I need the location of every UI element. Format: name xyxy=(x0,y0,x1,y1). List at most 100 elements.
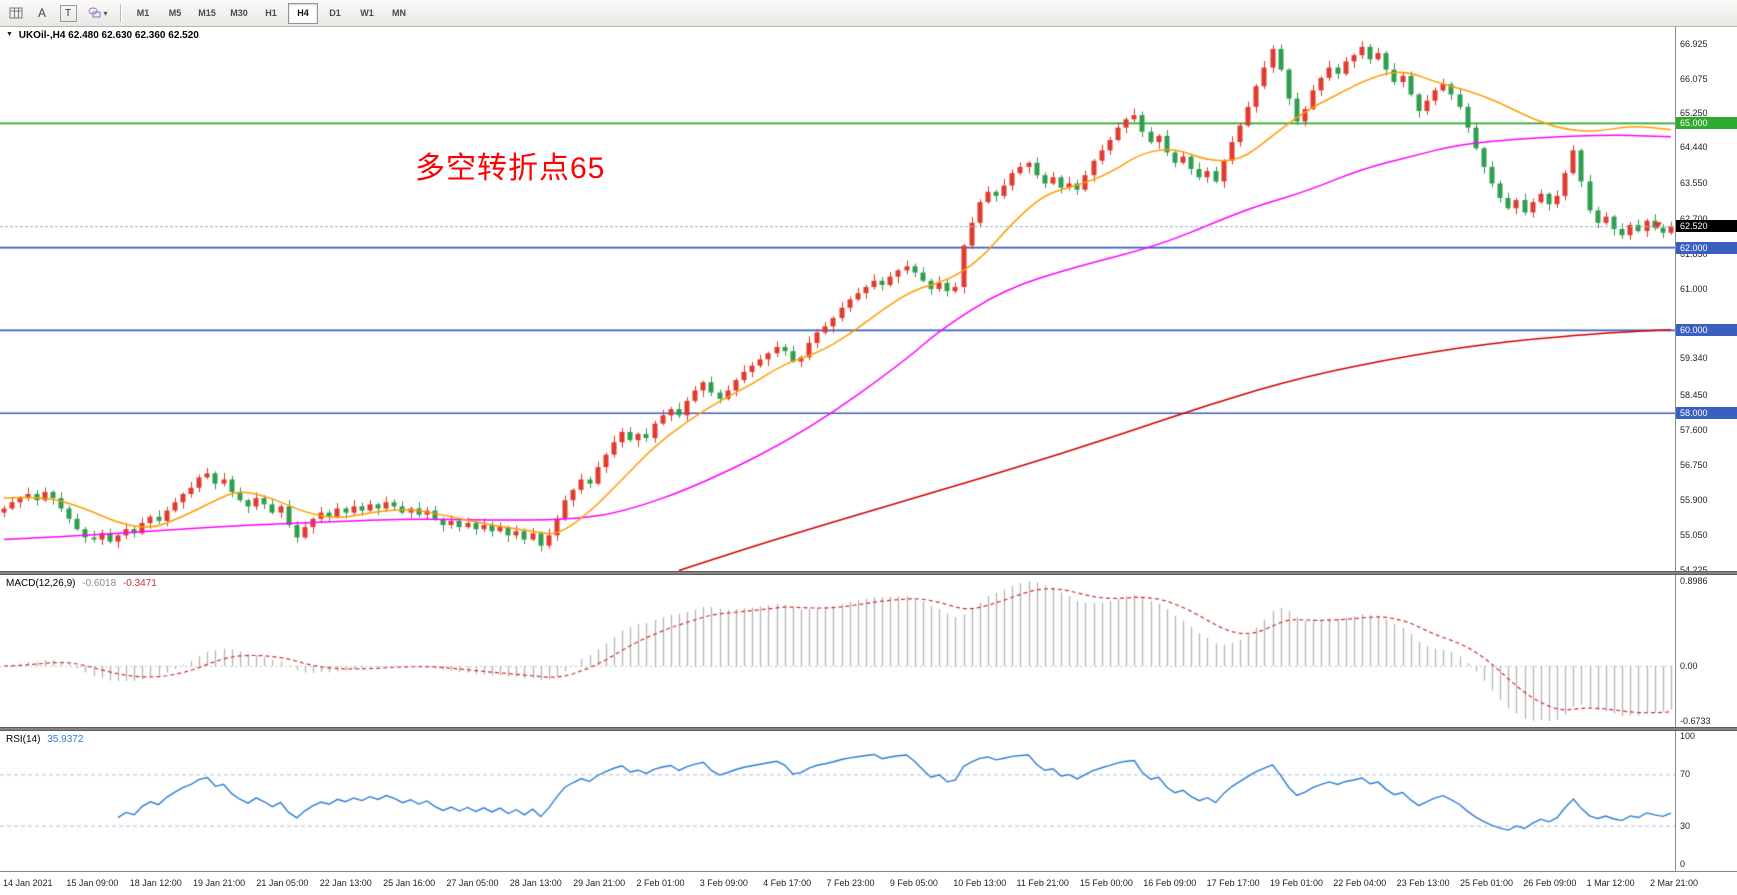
time-axis-label: 2 Mar 21:00 xyxy=(1650,878,1699,888)
current-price-badge: 62.520 xyxy=(1676,220,1737,233)
toolbar-separator xyxy=(120,4,122,22)
price-axis-label: 57.600 xyxy=(1680,424,1708,435)
time-axis-label: 19 Feb 01:00 xyxy=(1269,878,1323,888)
toolbar: A T ▾ M1 M5 M15 M30 H1 H4 D1 W1 MN xyxy=(0,0,1737,27)
timeframe-button-w1[interactable]: W1 xyxy=(360,8,374,18)
timeframe-button-h4[interactable]: H4 xyxy=(288,2,318,24)
time-axis-label: 29 Jan 21:00 xyxy=(573,878,626,888)
rsi-value: 35.9372 xyxy=(47,734,84,745)
time-axis-label: 23 Feb 13:00 xyxy=(1396,878,1450,888)
text-tool-glyph: T xyxy=(59,4,77,22)
price-axis-label: 55.900 xyxy=(1680,495,1708,506)
panel-splitter-2[interactable] xyxy=(0,727,1737,731)
time-axis-label: 9 Feb 05:00 xyxy=(889,878,938,888)
rsi-axis[interactable]: 100 70 30 0 xyxy=(1675,731,1737,871)
chart-annotation-text: 多空转折点65 xyxy=(415,152,606,185)
price-axis-label: 65.250 xyxy=(1680,108,1708,119)
time-axis-label: 25 Feb 01:00 xyxy=(1459,878,1513,888)
time-axis-label: 2 Feb 01:00 xyxy=(636,878,685,888)
rsi-axis-label: 70 xyxy=(1680,769,1691,780)
time-axis-label: 21 Jan 05:00 xyxy=(256,878,309,888)
time-axis-label: 28 Jan 13:00 xyxy=(509,878,562,888)
timeframe-button-m30[interactable]: M30 xyxy=(230,8,248,18)
time-axis-label: 14 Jan 2021 xyxy=(3,878,53,888)
time-axis-label: 27 Jan 05:00 xyxy=(446,878,499,888)
collapse-triangle-icon[interactable]: ▼ xyxy=(6,31,13,38)
time-axis-label: 7 Feb 23:00 xyxy=(826,878,875,888)
macd-main-value: -0.6018 xyxy=(82,578,117,589)
time-axis-label: 25 Jan 16:00 xyxy=(383,878,436,888)
price-level-badge-60.000: 60.000 xyxy=(1676,324,1737,337)
text-label-tool[interactable]: A xyxy=(30,2,54,24)
rsi-axis-label: 0 xyxy=(1680,859,1686,869)
timeframe-group: M1 M5 M15 M30 H1 H4 D1 W1 MN xyxy=(127,2,415,24)
macd-name: MACD(12,26,9) xyxy=(6,578,76,589)
price-axis-label: 61.850 xyxy=(1680,248,1708,259)
panel-splitter-1[interactable] xyxy=(0,571,1737,575)
price-level-badge-62.000: 62.000 xyxy=(1676,241,1737,254)
time-axis-label: 4 Feb 17:00 xyxy=(763,878,812,888)
symbol-ohlc-line: ▼ UKOil-,H4 62.480 62.630 62.360 62.520 xyxy=(6,30,199,41)
price-axis-label: 61.000 xyxy=(1680,284,1708,295)
rsi-panel: RSI(14) 35.9372 100 70 30 0 xyxy=(0,731,1737,871)
ohlc-values: 62.480 62.630 62.360 62.520 xyxy=(68,30,199,41)
price-axis-label: 55.050 xyxy=(1680,530,1708,541)
price-axis-label: 63.550 xyxy=(1680,178,1708,189)
shapes-dropdown[interactable]: ▾ xyxy=(82,2,114,24)
price-level-badge-58.000: 58.000 xyxy=(1676,407,1737,420)
timeframe-button-m15[interactable]: M15 xyxy=(198,8,216,18)
rsi-axis-label: 30 xyxy=(1680,820,1691,831)
macd-canvas[interactable] xyxy=(0,575,1675,727)
grid-tool-icon[interactable] xyxy=(4,2,28,24)
price-axis-label: 59.340 xyxy=(1680,352,1708,363)
rsi-name: RSI(14) xyxy=(6,734,41,745)
shapes-icon xyxy=(88,7,101,18)
text-tool[interactable]: T xyxy=(56,2,80,24)
timeframe-button-m1[interactable]: M1 xyxy=(136,8,150,18)
main-chart-canvas[interactable] xyxy=(0,27,1675,571)
time-axis-label: 22 Feb 04:00 xyxy=(1333,878,1387,888)
time-axis-label: 16 Feb 09:00 xyxy=(1143,878,1197,888)
price-axis[interactable]: 66.925 66.075 65.250 64.440 63.550 62.700 61.8… xyxy=(1675,27,1737,575)
price-axis-label: 56.750 xyxy=(1680,460,1708,470)
time-axis-label: 1 Mar 12:00 xyxy=(1586,878,1635,888)
time-axis-label: 15 Jan 09:00 xyxy=(66,878,119,888)
time-axis-label: 11 Feb 21:00 xyxy=(1016,878,1069,888)
price-axis-label: 62.700 xyxy=(1680,213,1708,224)
time-axis-label: 3 Feb 09:00 xyxy=(699,878,748,888)
text-label-glyph: A xyxy=(37,6,46,20)
time-axis-label: 18 Jan 12:00 xyxy=(129,878,182,888)
time-axis-label: 15 Feb 00:00 xyxy=(1079,878,1133,888)
price-axis-label: 64.440 xyxy=(1680,141,1708,152)
time-axis-label: 17 Feb 17:00 xyxy=(1206,878,1260,888)
price-axis-label: 54.225 xyxy=(1680,564,1708,575)
rsi-label: RSI(14) 35.9372 xyxy=(6,734,87,745)
price-level-badge-65.000: 65.000 xyxy=(1676,117,1737,130)
macd-axis-label: 0.8986 xyxy=(1680,576,1708,586)
chevron-down-icon: ▾ xyxy=(103,8,108,18)
timeframe-button-mn[interactable]: MN xyxy=(392,8,406,18)
macd-axis-label: 0.00 xyxy=(1680,661,1698,671)
macd-panel: MACD(12,26,9) -0.6018 -0.3471 0.8986 0.00… xyxy=(0,575,1737,727)
time-axis-label: 19 Jan 21:00 xyxy=(193,878,246,888)
timeframe-button-m5[interactable]: M5 xyxy=(168,8,182,18)
rsi-canvas[interactable] xyxy=(0,731,1675,871)
macd-axis-label: -0.6733 xyxy=(1680,716,1711,726)
macd-signal-value: -0.3471 xyxy=(122,578,157,589)
time-axis[interactable]: 14 Jan 2021 15 Jan 09:00 18 Jan 12:00 19 Ja… xyxy=(0,871,1737,895)
time-axis-label: 22 Jan 13:00 xyxy=(319,878,372,888)
price-axis-label: 66.075 xyxy=(1680,73,1708,84)
symbol-name: UKOil-,H4 xyxy=(18,30,66,41)
timeframe-button-d1[interactable]: D1 xyxy=(329,8,341,18)
chart-area: ▼ UKOil-,H4 62.480 62.630 62.360 62.520 … xyxy=(0,27,1737,895)
time-axis-label: 26 Feb 09:00 xyxy=(1523,878,1577,888)
rsi-axis-label: 100 xyxy=(1680,731,1696,741)
price-axis-label: 66.925 xyxy=(1680,38,1708,49)
main-chart-panel: ▼ UKOil-,H4 62.480 62.630 62.360 62.520 … xyxy=(0,27,1737,575)
timeframe-button-h1[interactable]: H1 xyxy=(265,8,277,18)
price-axis-label: 58.450 xyxy=(1680,389,1708,400)
macd-label: MACD(12,26,9) -0.6018 -0.3471 xyxy=(6,578,161,589)
time-axis-label: 10 Feb 13:00 xyxy=(953,878,1007,888)
macd-axis[interactable]: 0.8986 0.00 -0.6733 xyxy=(1675,575,1737,727)
